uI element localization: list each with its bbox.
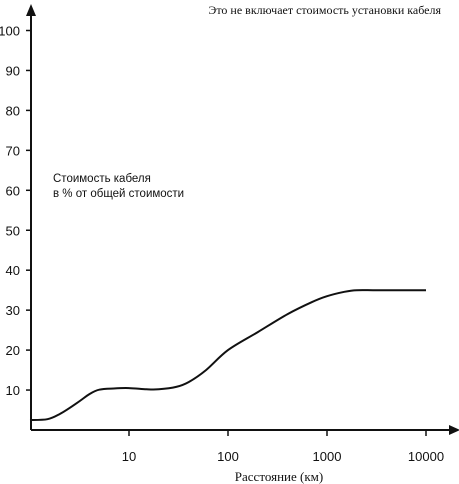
y-tick-label: 90	[6, 63, 20, 78]
cable-cost-annotation-line-1: Стоимость кабеля	[53, 173, 151, 185]
x-tick-label: 10	[122, 449, 136, 464]
x-axis-title: Расстояние (км)	[235, 469, 323, 484]
y-tick-label: 70	[6, 143, 20, 158]
x-tick-label: 100	[217, 449, 239, 464]
y-tick-label: 80	[6, 103, 20, 118]
installation-note: Это не включает стоимость установки кабе…	[208, 3, 441, 17]
cable-cost-line	[29, 289, 426, 421]
y-tick-label: 60	[6, 183, 20, 198]
y-tick-label: 100	[0, 24, 20, 39]
y-tick-label: 40	[6, 263, 20, 278]
y-ticks: 10 20 30 40 50 60 70 80 90 100	[0, 24, 31, 398]
y-tick-label: 10	[6, 383, 20, 398]
x-ticks: 10 100 1000 10000	[122, 430, 444, 464]
y-tick-label: 50	[6, 223, 20, 238]
x-axis-arrow	[449, 425, 459, 435]
x-tick-label: 1000	[313, 449, 342, 464]
y-axis-arrow	[26, 4, 36, 16]
x-tick-label: 10000	[408, 449, 444, 464]
cable-cost-annotation-line-2: в % от общей стоимости	[53, 188, 184, 200]
y-tick-label: 20	[6, 343, 20, 358]
y-tick-label: 30	[6, 303, 20, 318]
